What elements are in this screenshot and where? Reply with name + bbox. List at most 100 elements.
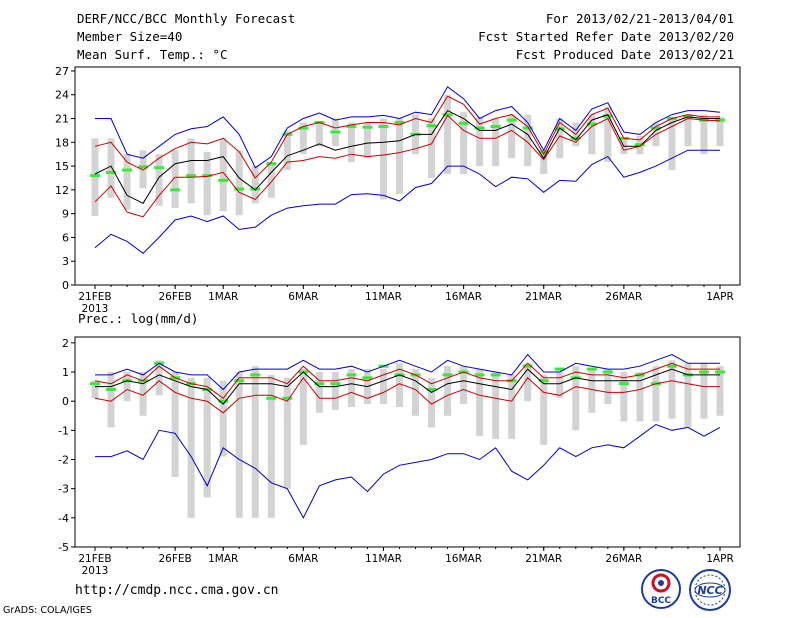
y-tick-label: -1 [58, 424, 69, 437]
y-tick-label: 24 [55, 89, 69, 102]
spread-box [556, 372, 564, 399]
spread-box [524, 363, 532, 402]
series-upper-line [94, 362, 720, 399]
spread-box [700, 363, 708, 419]
spread-box [492, 372, 500, 440]
member-marker [218, 178, 229, 182]
y-tick-label: -5 [58, 541, 69, 554]
member-marker [170, 188, 181, 192]
spread-box [139, 372, 147, 416]
spread-box [508, 374, 516, 440]
member-marker [602, 370, 613, 374]
spread-box [379, 118, 387, 200]
spread-box [155, 154, 163, 206]
member-marker [330, 130, 341, 134]
member-marker [202, 174, 213, 178]
member-marker [442, 373, 453, 377]
member-marker [554, 367, 565, 371]
x-tick-year: 2013 [82, 565, 109, 577]
spread-box [299, 122, 307, 155]
y-tick-label: -4 [58, 512, 69, 525]
spread-box [363, 122, 371, 159]
spread-box [412, 369, 420, 416]
member-marker [490, 373, 501, 377]
x-tick-label: 21FEB [78, 291, 111, 303]
spread-box [155, 360, 163, 396]
member-size: Member Size=40 [77, 29, 183, 44]
member-marker [602, 114, 613, 118]
member-marker [698, 370, 709, 374]
x-tick-label: 26MAR [605, 291, 642, 303]
y-tick-label: 2 [62, 337, 69, 350]
spread-box [283, 377, 291, 489]
y-tick-label: 1 [62, 366, 69, 379]
y-tick-label: 3 [62, 255, 69, 268]
spread-box [716, 116, 724, 147]
member-marker [650, 126, 661, 130]
member-marker [138, 165, 149, 169]
spread-box [347, 122, 355, 163]
grads-credit: GrADS: COLA/IGES [3, 605, 92, 616]
start-date: Fcst Started Refer Date 2013/02/20 [478, 29, 734, 44]
y-tick-label: 6 [62, 231, 69, 244]
variable-label: Mean Surf. Temp.: °C [77, 47, 228, 62]
spread-box [636, 372, 644, 422]
spread-box [395, 363, 403, 407]
spread-box [684, 363, 692, 428]
series-upper-line [94, 95, 720, 179]
member-marker [474, 373, 485, 377]
x-tick-label: 16MAR [445, 291, 482, 303]
spread-box [540, 150, 548, 175]
member-marker [314, 382, 325, 386]
spread-box [508, 114, 516, 159]
series-max-line [95, 353, 720, 391]
member-marker [250, 187, 261, 191]
spread-box [219, 380, 227, 457]
spread-box [91, 138, 99, 217]
x-tick-label: 1APR [706, 553, 734, 565]
member-marker [586, 122, 597, 126]
x-tick-label: 26MAR [605, 553, 642, 565]
member-marker [715, 118, 725, 122]
spread-box [540, 374, 548, 445]
member-marker [474, 126, 485, 130]
footer-url[interactable]: http://cmdp.ncc.cma.gov.cn [75, 583, 279, 598]
spread-box [652, 366, 660, 422]
spread-box [91, 380, 99, 399]
member-marker [266, 396, 277, 400]
spread-box [492, 118, 500, 167]
spread-box [379, 369, 387, 405]
member-marker [682, 114, 693, 118]
spread-box [267, 374, 275, 518]
spread-box [684, 114, 692, 147]
member-marker [234, 379, 245, 383]
x-tick-label: 21MAR [525, 291, 562, 303]
spread-box [203, 151, 211, 216]
x-tick-label: 6MAR [288, 553, 318, 565]
series-max-line [95, 86, 721, 169]
spread-box [668, 118, 676, 171]
spread-box [444, 366, 452, 416]
spread-box [460, 366, 468, 405]
bcc-logo-text: BCC [651, 596, 671, 606]
spread-box [588, 369, 596, 413]
spread-box [331, 372, 339, 410]
spread-box [235, 372, 243, 518]
spread-box [347, 369, 355, 407]
member-marker [634, 143, 645, 147]
member-marker [522, 126, 533, 130]
spread-box [107, 138, 115, 198]
member-marker [218, 399, 229, 403]
y-tick-label: -2 [58, 454, 69, 467]
member-marker [378, 124, 389, 128]
ncc-logo-text: NCC [697, 584, 722, 597]
member-marker [442, 113, 453, 117]
x-tick-label: 6MAR [288, 291, 318, 303]
series-lower-line [94, 376, 720, 414]
series-min-line [94, 149, 720, 254]
member-marker [538, 379, 549, 383]
spread-box [428, 377, 436, 428]
series-lower-line [94, 114, 721, 218]
y-tick-label: 18 [55, 136, 69, 149]
